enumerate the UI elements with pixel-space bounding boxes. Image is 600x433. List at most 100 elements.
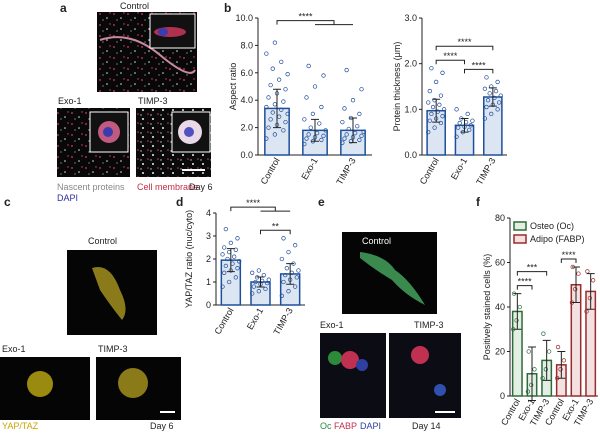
nucleus (158, 28, 168, 36)
significance-label: **** (443, 51, 458, 61)
data-point (426, 130, 431, 135)
data-point (264, 104, 269, 110)
data-point (441, 107, 447, 112)
image-label: Control (362, 236, 391, 246)
data-point (256, 289, 261, 294)
data-point (340, 140, 345, 145)
data-point (489, 111, 494, 117)
significance-label: **** (472, 60, 487, 70)
significance-bracket (516, 285, 533, 290)
cell (360, 252, 425, 305)
error-bar (542, 339, 551, 381)
data-point (264, 281, 270, 286)
y-tick-label: 0 (500, 391, 505, 401)
y-tick-label: 0 (206, 300, 211, 310)
image-label: Exo-1 (2, 344, 26, 354)
y-axis-label: YAP/TAZ ratio (nuc/cyto) (184, 210, 194, 308)
panel-label: f (476, 195, 481, 209)
data-point (266, 277, 271, 282)
data-point (306, 63, 311, 69)
data-point (429, 111, 434, 117)
data-point (284, 266, 289, 271)
error-bar (256, 276, 265, 288)
data-point (493, 88, 499, 94)
error-bar (226, 248, 235, 273)
data-point (468, 123, 473, 128)
significance-label: **** (298, 12, 313, 22)
data-point (454, 107, 459, 112)
data-point (302, 141, 307, 147)
legend-swatch (513, 221, 527, 231)
data-point (573, 287, 578, 292)
data-point (304, 95, 309, 100)
legend-label: Oc (320, 421, 332, 431)
y-tick-label: 4 (206, 208, 211, 218)
data-point (283, 272, 288, 278)
data-point (294, 275, 299, 280)
data-point (482, 86, 488, 91)
significance-bracket (276, 20, 353, 26)
data-point (482, 116, 488, 121)
x-tick-label: Control (212, 306, 235, 336)
data-point (304, 136, 309, 141)
data-point (253, 279, 258, 285)
data-point (285, 72, 290, 77)
y-tick-label: 40 (495, 302, 505, 312)
data-point (220, 252, 225, 257)
data-point (543, 367, 548, 372)
panel-label: e (318, 195, 325, 209)
data-point (546, 349, 552, 354)
data-point (281, 279, 286, 285)
data-point (223, 226, 228, 232)
y-tick-label: 6.0 (240, 68, 253, 78)
y-tick-label: 20 (495, 347, 505, 357)
data-point (233, 275, 238, 280)
data-point (426, 100, 431, 105)
data-point (555, 344, 561, 350)
x-tick-label: Exo-1 (299, 156, 319, 181)
nucleus (356, 359, 368, 371)
x-tick-label: TIMP-3 (271, 306, 294, 337)
data-point (223, 263, 228, 269)
y-tick-label: 1.0 (404, 104, 417, 114)
significance-label: **** (246, 198, 261, 208)
data-point (440, 114, 445, 119)
data-point (283, 119, 288, 125)
significance-label: ** (272, 221, 280, 231)
data-point (268, 117, 273, 122)
panel-label: c (4, 195, 11, 209)
y-tick-label: 2.0 (404, 59, 417, 69)
data-point (268, 82, 273, 88)
data-point (514, 318, 519, 323)
legend-label: DAPI (57, 193, 78, 203)
significance-bracket (435, 45, 494, 51)
data-point (498, 93, 503, 98)
data-point (487, 91, 492, 96)
data-point (541, 331, 546, 336)
data-point (286, 289, 291, 294)
data-point (350, 98, 356, 103)
data-point (317, 121, 322, 126)
data-point (359, 87, 364, 92)
error-bar (432, 98, 441, 123)
data-point (495, 79, 500, 85)
y-axis-label: Positively stained cells (%) (482, 254, 492, 361)
significance-label: *** (527, 263, 538, 273)
legend-label: Cell membrane (137, 182, 198, 192)
x-tick-label: TIMP-3 (474, 156, 497, 187)
significance-bracket (560, 258, 577, 263)
data-point (357, 111, 362, 117)
data-point (438, 120, 444, 126)
data-point (261, 272, 266, 278)
error-bar (528, 346, 536, 401)
legend-swatch (513, 234, 527, 244)
data-point (272, 132, 278, 137)
image-label: Control (120, 1, 149, 11)
cell (411, 346, 429, 364)
panel-label: b (224, 1, 231, 15)
data-point (233, 247, 238, 252)
data-point (432, 125, 437, 130)
data-point (293, 243, 298, 248)
data-point (264, 136, 269, 141)
error-bar (286, 263, 295, 285)
